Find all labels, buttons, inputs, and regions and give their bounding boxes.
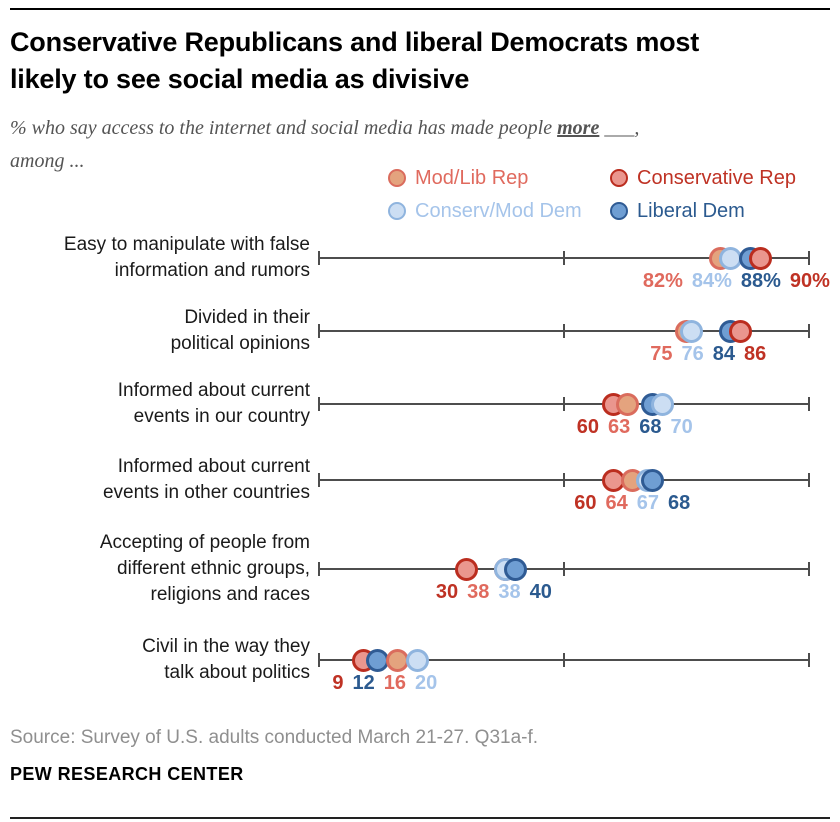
- page-title-line1: Conservative Republicans and liberal Dem…: [10, 27, 700, 57]
- data-dot-liberal-dem: [503, 557, 527, 581]
- category-label: Accepting of people from different ethnic…: [99, 532, 310, 605]
- axis-tick: [808, 653, 810, 667]
- axis-tick: [563, 653, 565, 667]
- value-label-mod-lib-rep: 64: [605, 492, 628, 514]
- axis-tick: [318, 473, 320, 487]
- legend-dot-icon: [388, 202, 406, 220]
- data-dot-conserv-mod-dem: [679, 319, 703, 343]
- legend-label: Mod/Lib Rep: [415, 167, 529, 189]
- data-dot-liberal-dem: [640, 468, 664, 492]
- data-dot-conservative-rep: [748, 246, 772, 270]
- legend-item-conservative-rep: Conservative Rep: [610, 166, 796, 190]
- chart-legend: Mod/Lib Rep Conservative Rep Conserv/Mod…: [388, 166, 796, 223]
- value-label-mod-lib-rep: 82%: [642, 270, 683, 292]
- axis-tick: [318, 251, 320, 265]
- value-labels: 60 63 68 70: [577, 416, 693, 439]
- bottom-rule: [10, 817, 830, 819]
- legend-item-conserv-mod-dem: Conserv/Mod Dem: [388, 199, 610, 223]
- axis-tick: [808, 324, 810, 338]
- value-label-liberal-dem: 88%: [740, 270, 781, 292]
- value-label-liberal-dem: 40: [529, 581, 552, 603]
- value-labels: 75 76 84 86: [650, 343, 766, 366]
- legend-item-mod-lib-rep: Mod/Lib Rep: [388, 166, 610, 190]
- data-dot-conserv-mod-dem: [650, 392, 674, 416]
- subtitle-prefix: % who say access to the internet and soc…: [10, 117, 558, 139]
- chart-subtitle: % who say access to the internet and soc…: [10, 112, 834, 178]
- data-dot-conserv-mod-dem: [405, 648, 429, 672]
- value-label-conservative-rep: 60: [574, 492, 597, 514]
- axis-tick: [563, 251, 565, 265]
- value-label-conserv-mod-dem: 84%: [691, 270, 732, 292]
- axis-tick: [563, 397, 565, 411]
- subtitle-blank: ___,: [599, 117, 640, 139]
- data-dot-conservative-rep: [728, 319, 752, 343]
- top-rule: [10, 8, 830, 10]
- brand-name: PEW RESEARCH CENTER: [10, 764, 244, 784]
- axis-tick: [318, 653, 320, 667]
- legend-label: Liberal Dem: [637, 200, 745, 222]
- legend-label: Conserv/Mod Dem: [415, 200, 582, 222]
- page-title-line2: likely to see social media as divisive: [10, 64, 470, 94]
- value-label-liberal-dem: 68: [639, 416, 662, 438]
- value-labels: 60 64 67 68: [574, 492, 690, 515]
- axis-tick: [808, 562, 810, 576]
- value-label-conservative-rep: 9: [332, 672, 344, 694]
- value-label-liberal-dem: 84: [712, 343, 735, 365]
- axis-tick: [808, 473, 810, 487]
- axis-tick: [318, 397, 320, 411]
- value-label-conservative-rep: 86: [743, 343, 767, 365]
- legend-label: Conservative Rep: [637, 167, 796, 189]
- value-label-conservative-rep: 60: [576, 416, 599, 438]
- page-title: Conservative Republicans and liberal Dem…: [10, 24, 834, 98]
- axis-tick: [808, 397, 810, 411]
- axis-tick: [563, 562, 565, 576]
- data-dot-mod-lib-rep: [616, 392, 640, 416]
- axis-tick: [318, 324, 320, 338]
- category-label: Informed about current events in other co…: [102, 456, 310, 503]
- axis-tick: [808, 251, 810, 265]
- category-label: Informed about current events in our coun…: [117, 380, 310, 427]
- legend-item-liberal-dem: Liberal Dem: [610, 199, 796, 223]
- subtitle-line2: among ...: [10, 150, 85, 172]
- source-note: Source: Survey of U.S. adults conducted …: [10, 727, 539, 748]
- category-label: Divided in their political opinions: [170, 307, 310, 354]
- value-label-conserv-mod-dem: 20: [415, 672, 438, 694]
- value-label-mod-lib-rep: 16: [383, 672, 406, 694]
- legend-dot-icon: [610, 202, 628, 220]
- subtitle-emphasis: more: [557, 117, 600, 139]
- value-label-liberal-dem: 68: [668, 492, 691, 514]
- data-dot-conservative-rep: [454, 557, 478, 581]
- value-label-conserv-mod-dem: 76: [681, 343, 704, 365]
- value-label-mod-lib-rep: 38: [467, 581, 490, 603]
- value-labels: 82% 84% 88% 90%: [643, 270, 830, 293]
- value-labels: 30 38 38 40: [436, 581, 552, 604]
- value-label-conserv-mod-dem: 70: [670, 416, 693, 438]
- legend-dot-icon: [610, 169, 628, 187]
- value-label-conserv-mod-dem: 38: [498, 581, 521, 603]
- value-labels: 9 12 16 20: [332, 672, 437, 695]
- category-label: Civil in the way they talk about politics: [142, 636, 310, 683]
- value-label-mod-lib-rep: 75: [650, 343, 673, 365]
- value-label-conservative-rep: 30: [435, 581, 459, 603]
- axis-tick: [563, 324, 565, 338]
- category-label: Easy to manipulate with false information…: [63, 234, 310, 281]
- axis-tick: [563, 473, 565, 487]
- value-label-liberal-dem: 12: [352, 672, 375, 694]
- axis-tick: [318, 562, 320, 576]
- value-label-conservative-rep: 90%: [789, 270, 830, 292]
- value-label-mod-lib-rep: 63: [607, 416, 631, 438]
- legend-dot-icon: [388, 169, 406, 187]
- value-label-conserv-mod-dem: 67: [636, 492, 660, 514]
